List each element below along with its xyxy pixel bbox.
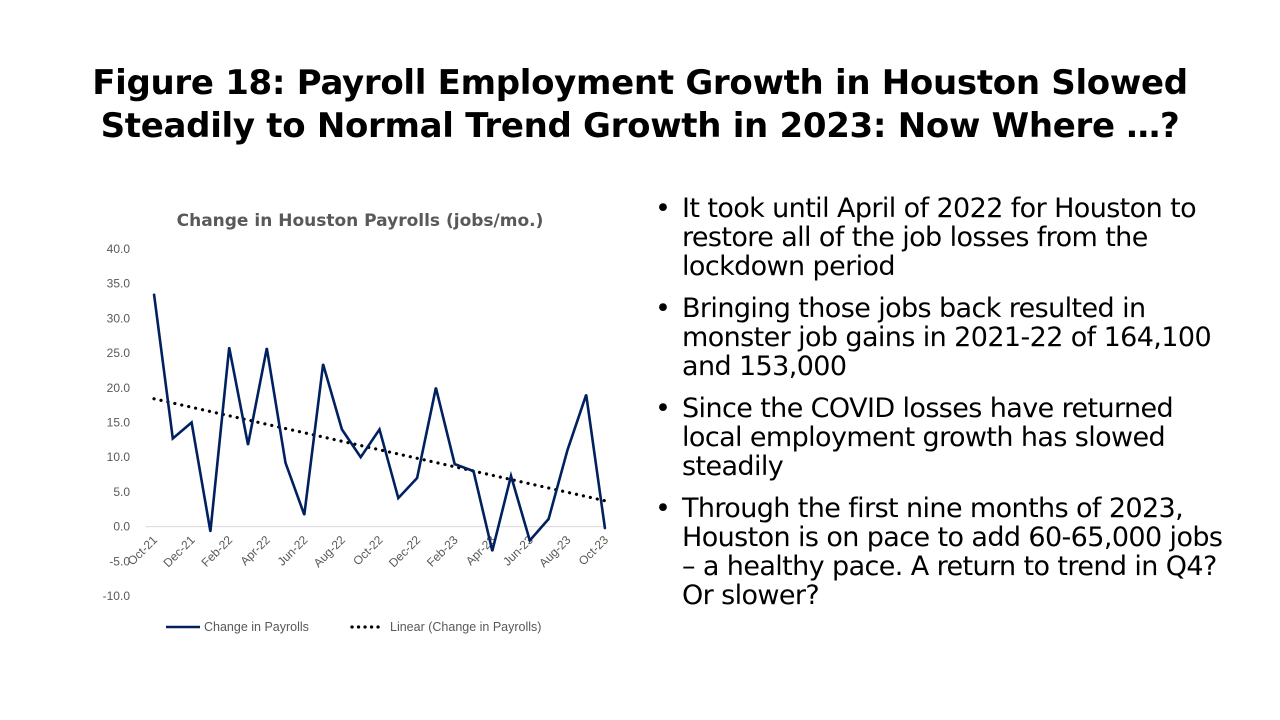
data-point bbox=[529, 539, 531, 542]
x-tick-label: Apr-22 bbox=[237, 533, 273, 569]
x-tick-label: Oct-22 bbox=[350, 533, 386, 569]
y-tick-label: -5.0 bbox=[109, 554, 130, 568]
data-point bbox=[247, 443, 249, 446]
y-tick-label: 30.0 bbox=[107, 311, 131, 325]
bullet-text: Bringing those jobs back resulted in mon… bbox=[682, 293, 1212, 382]
bullet-text: It took until April of 2022 for Houston … bbox=[682, 193, 1197, 282]
data-point bbox=[604, 527, 606, 530]
bullet-text: Since the COVID losses have returned loc… bbox=[682, 393, 1174, 482]
bullet-item: • Through the first nine months of 2023, … bbox=[655, 494, 1240, 610]
x-tick-label: Jun-22 bbox=[275, 533, 311, 569]
bullet-item: • Since the COVID losses have returned lo… bbox=[655, 394, 1240, 481]
data-point bbox=[190, 421, 193, 424]
data-point bbox=[472, 470, 475, 472]
x-tick-label: Oct-21 bbox=[125, 533, 161, 569]
x-tick-label: Aug-22 bbox=[311, 533, 348, 570]
y-tick-label: 10.0 bbox=[107, 450, 131, 464]
data-point bbox=[171, 437, 174, 440]
data-point bbox=[228, 346, 230, 349]
bullet-text: Through the first nine months of 2023, H… bbox=[682, 493, 1223, 611]
bullet-glyph: • bbox=[655, 393, 671, 424]
y-tick-label: 40.0 bbox=[107, 242, 131, 256]
y-tick-label: 25.0 bbox=[107, 346, 131, 360]
data-point bbox=[416, 477, 418, 479]
payrolls-chart-svg: Change in Houston Payrolls (jobs/mo.) 40.… bbox=[103, 211, 612, 634]
trend-line bbox=[152, 397, 607, 503]
data-point bbox=[341, 428, 343, 431]
series-line-change-in-payrolls bbox=[152, 293, 607, 552]
bullet-glyph: • bbox=[655, 293, 671, 324]
y-tick-label: 20.0 bbox=[107, 381, 131, 395]
y-tick-label: 15.0 bbox=[107, 416, 131, 430]
data-point bbox=[453, 463, 456, 465]
x-tick-label: Dec-22 bbox=[386, 533, 423, 570]
legend-label-linear-trend: Linear (Change in Payrolls) bbox=[390, 620, 541, 634]
data-point bbox=[547, 518, 550, 520]
x-tick-label: Aug-23 bbox=[536, 533, 573, 570]
bullet-glyph: • bbox=[655, 193, 671, 224]
data-point bbox=[265, 347, 268, 350]
x-tick-label: Feb-22 bbox=[198, 533, 235, 570]
data-point bbox=[397, 497, 400, 499]
data-point bbox=[585, 393, 588, 396]
data-point bbox=[566, 449, 569, 452]
bullet-list: • It took until April of 2022 for Houston… bbox=[655, 194, 1240, 623]
bullet-item: • It took until April of 2022 for Houston… bbox=[655, 194, 1240, 281]
y-tick-label: 35.0 bbox=[107, 277, 131, 291]
slide-title: Figure 18: Payroll Employment Growth in … bbox=[60, 62, 1220, 148]
x-tick-label: Oct-23 bbox=[576, 533, 612, 569]
legend-label-change-in-payrolls: Change in Payrolls bbox=[204, 620, 309, 634]
chart-title: Change in Houston Payrolls (jobs/mo.) bbox=[177, 211, 544, 231]
data-point bbox=[303, 514, 306, 516]
bullet-glyph: • bbox=[655, 493, 671, 524]
y-tick-label: 5.0 bbox=[113, 485, 130, 499]
data-point bbox=[510, 475, 512, 477]
y-tick-label: -10.0 bbox=[103, 589, 131, 603]
data-point bbox=[378, 428, 381, 431]
data-point bbox=[209, 530, 212, 533]
data-point bbox=[322, 363, 324, 366]
data-point bbox=[491, 550, 494, 552]
x-tick-label: Feb-23 bbox=[424, 533, 461, 570]
payrolls-chart: Change in Houston Payrolls (jobs/mo.) 40.… bbox=[90, 190, 630, 650]
data-point bbox=[435, 387, 437, 389]
data-point bbox=[153, 293, 155, 295]
slide-title-line-1: Figure 18: Payroll Employment Growth in … bbox=[92, 63, 1188, 103]
slide-title-line-2: Steadily to Normal Trend Growth in 2023:… bbox=[100, 106, 1180, 146]
x-tick-label: Dec-21 bbox=[160, 533, 197, 570]
data-point bbox=[359, 456, 362, 459]
data-point bbox=[284, 461, 287, 464]
y-tick-label: 0.0 bbox=[113, 520, 130, 534]
bullet-item: • Bringing those jobs back resulted in mo… bbox=[655, 294, 1240, 381]
